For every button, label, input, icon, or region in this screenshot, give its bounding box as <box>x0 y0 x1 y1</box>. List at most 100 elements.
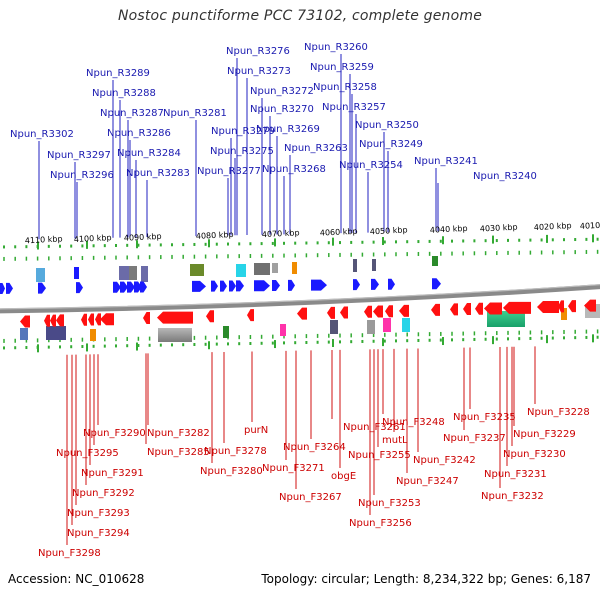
kbp-tick-label: 4030 kbp <box>480 223 518 234</box>
gene-label-forward: Npun_R3302 <box>10 129 74 140</box>
forward-gene-arrow <box>192 280 206 292</box>
gene-label-reverse: Npun_F3292 <box>72 488 135 499</box>
gene-label-reverse: Npun_F3235 <box>453 412 516 423</box>
genome-backbone-layer <box>0 284 600 314</box>
gene-label-forward: Npun_R3297 <box>47 150 111 161</box>
cog-box-reverse <box>20 328 28 340</box>
gene-label-forward: Npun_R3287 <box>100 108 164 119</box>
kbp-tick-label: 4010 kbp <box>580 220 600 231</box>
gene-label-reverse: Npun_F3248 <box>382 417 445 428</box>
gene-label-reverse: Npun_F3282 <box>147 428 210 439</box>
gene-label-forward: Npun_R3259 <box>310 62 374 73</box>
label-leader-layer <box>38 54 536 545</box>
gene-label-reverse: Npun_F3290 <box>83 428 146 439</box>
cog-box-reverse <box>90 329 96 341</box>
cog-box-reverse <box>330 320 338 334</box>
gene-label-forward: Npun_R3277 <box>197 166 261 177</box>
reverse-gene-arrow <box>100 313 114 326</box>
forward-gene-arrow <box>220 280 227 292</box>
reverse-gene-arrow <box>44 314 50 327</box>
forward-gene-arrow <box>353 279 360 291</box>
cog-box-reverse <box>487 311 525 327</box>
gene-label-forward: Npun_R3269 <box>256 124 320 135</box>
kbp-tick-label: 4050 kbp <box>370 225 408 236</box>
reverse-gene-arrow <box>568 300 576 313</box>
kbp-tick-label: 4060 kbp <box>320 227 358 238</box>
reverse-gene-arrow <box>95 313 101 326</box>
cog-box-forward <box>190 264 204 276</box>
forward-gene-arrow <box>236 280 244 292</box>
kbp-tick-label: 4110 kbp <box>25 234 63 245</box>
gene-label-forward: Npun_R3286 <box>107 128 171 139</box>
cog-box-reverse <box>402 318 410 332</box>
genes-text: Genes: 6,187 <box>510 572 591 586</box>
cog-box-forward <box>74 267 79 279</box>
gene-label-reverse: Npun_F3237 <box>443 433 506 444</box>
gene-label-forward: Npun_R3279 <box>211 126 275 137</box>
gene-label-reverse: Npun_F3280 <box>200 466 263 477</box>
gene-label-reverse: Npun_F3253 <box>358 498 421 509</box>
backbone-arc <box>0 284 600 314</box>
cog-box-reverse <box>280 324 286 336</box>
gene-label-reverse: Npun_F3232 <box>481 491 544 502</box>
reverse-gene-arrow <box>143 311 150 324</box>
gene-label-reverse: Npun_F3255 <box>348 450 411 461</box>
kbp-tick-label: 4020 kbp <box>534 221 572 232</box>
gene-label-forward: Npun_R3268 <box>262 164 326 175</box>
forward-gene-arrow <box>0 283 5 294</box>
gene-label-reverse: Npun_F3285 <box>147 447 210 458</box>
gene-label-forward: Npun_R3284 <box>117 148 181 159</box>
forward-gene-arrow <box>288 279 295 291</box>
gene-label-reverse: Npun_F3256 <box>349 518 412 529</box>
gene-label-reverse: Npun_F3229 <box>513 429 576 440</box>
forward-gene-arrow <box>388 278 395 290</box>
reverse-gene-arrow <box>81 313 87 326</box>
gene-label-reverse: Npun_F3261 <box>343 422 406 433</box>
gene-label-reverse: Npun_F3228 <box>527 407 590 418</box>
gene-label-reverse: Npun_F3278 <box>204 446 267 457</box>
gene-label-reverse: Npun_F3230 <box>503 449 566 460</box>
length-text: Length: 8,234,322 bp <box>373 572 503 586</box>
forward-gene-arrow <box>6 282 13 294</box>
gene-label-reverse: obgE <box>331 471 356 482</box>
kbp-tick-label: 4080 kbp <box>196 230 234 241</box>
forward-gene-arrow <box>38 282 46 294</box>
forward-gene-arrow <box>140 281 147 293</box>
cog-box-forward <box>236 264 246 277</box>
forward-gene-arrow <box>229 280 236 292</box>
cog-box-reverse <box>158 328 192 342</box>
gene-label-forward: Npun_R3273 <box>227 66 291 77</box>
gene-label-forward: Npun_R3275 <box>210 146 274 157</box>
kbp-tick-label: 4070 kbp <box>262 228 300 239</box>
reverse-gene-arrow <box>503 301 531 314</box>
reverse-gene-arrow <box>20 315 30 328</box>
reverse-gene-arrow <box>327 306 335 319</box>
reverse-gene-arrow <box>385 305 393 318</box>
reverse-gene-arrow <box>450 303 458 316</box>
gene-label-reverse: Npun_F3294 <box>67 528 130 539</box>
gene-label-forward: Npun_R3249 <box>359 139 423 150</box>
accession-label: Accession: NC_010628 <box>8 572 145 586</box>
cog-box-reverse <box>383 318 391 332</box>
backbone-highlight <box>0 284 600 310</box>
reverse-gene-arrow <box>431 303 440 316</box>
gene-label-forward: Npun_R3270 <box>250 104 314 115</box>
reverse-gene-arrow <box>50 314 56 327</box>
cog-box-reverse <box>223 326 229 338</box>
kbp-tick-label: 4090 kbp <box>124 232 162 243</box>
cog-box-forward <box>129 266 137 280</box>
cog-category-layer <box>20 256 600 342</box>
reverse-gene-arrow <box>537 300 559 313</box>
gene-label-forward: Npun_R3258 <box>313 82 377 93</box>
forward-gene-arrow <box>311 279 327 291</box>
cog-box-forward <box>254 263 270 275</box>
cog-box-forward <box>119 266 129 280</box>
kbp-tick-label: 4100 kbp <box>74 233 112 244</box>
forward-gene-arrow <box>120 281 128 293</box>
gene-label-forward: Npun_R3272 <box>250 86 314 97</box>
cog-box-reverse <box>561 308 567 320</box>
gene-label-forward: Npun_R3289 <box>86 68 150 79</box>
cog-box-forward <box>272 263 278 273</box>
gene-label-forward: Npun_R3276 <box>226 46 290 57</box>
forward-gene-arrow <box>113 281 121 293</box>
